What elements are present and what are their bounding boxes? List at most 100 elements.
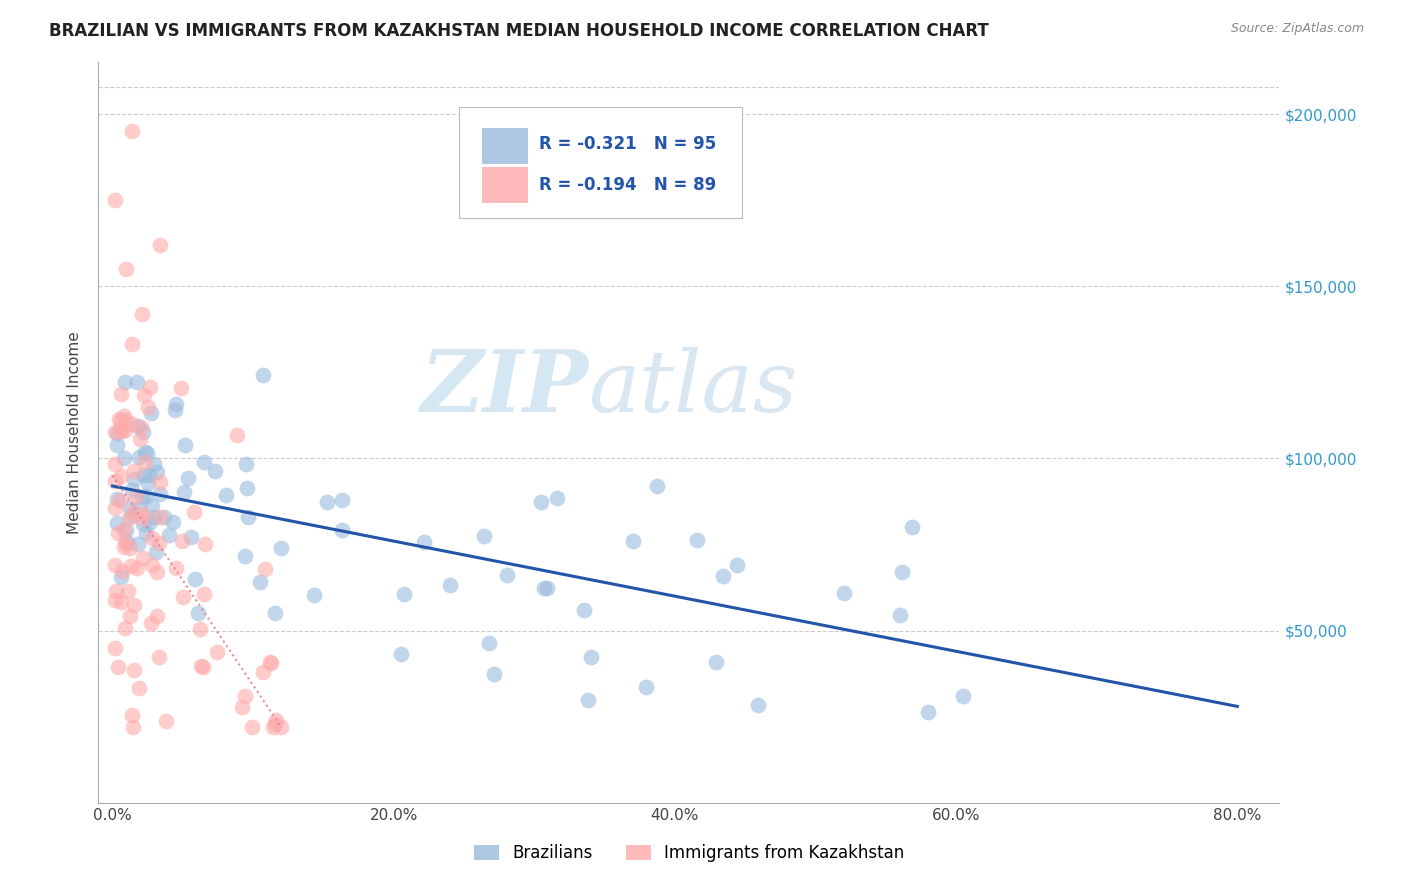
Point [136, 400, 159, 414]
Point [162, 515, 184, 529]
Point [115, 535, 138, 549]
Point [104, 640, 127, 655]
Point [114, 375, 136, 389]
Point [110, 570, 132, 584]
Point [139, 616, 162, 631]
Point [118, 511, 141, 525]
Point [832, 586, 855, 600]
Point [472, 529, 495, 543]
Point [145, 609, 167, 624]
Point [110, 386, 132, 401]
Point [104, 583, 127, 598]
Point [148, 649, 170, 664]
Point [165, 561, 187, 575]
Point [125, 376, 148, 390]
Text: BRAZILIAN VS IMMIGRANTS FROM KAZAKHSTAN MEDIAN HOUSEHOLD INCOME CORRELATION CHAR: BRAZILIAN VS IMMIGRANTS FROM KAZAKHSTAN … [49, 22, 988, 40]
Point [148, 536, 170, 550]
Point [104, 593, 127, 607]
Point [110, 493, 132, 508]
Point [172, 534, 194, 549]
Point [155, 714, 177, 728]
Point [122, 720, 145, 734]
Point [138, 380, 160, 394]
Point [193, 455, 215, 469]
Point [111, 424, 134, 438]
Point [127, 418, 149, 433]
Point [413, 534, 436, 549]
Point [263, 606, 285, 620]
Point [131, 490, 153, 504]
Point [141, 499, 163, 513]
Point [533, 581, 555, 595]
Text: ZIP: ZIP [420, 346, 589, 430]
Point [170, 381, 193, 395]
Point [233, 689, 256, 703]
Point [917, 705, 939, 719]
Point [252, 368, 274, 383]
Point [270, 541, 292, 556]
Point [165, 397, 187, 411]
Point [107, 525, 129, 540]
Point [121, 124, 143, 138]
Point [131, 517, 153, 532]
Point [686, 533, 709, 547]
Point [163, 402, 186, 417]
Point [124, 464, 146, 478]
Point [110, 468, 132, 483]
Point [187, 606, 209, 620]
Point [104, 500, 127, 515]
Point [120, 559, 142, 574]
Point [645, 479, 668, 493]
Point [121, 483, 143, 498]
Point [173, 438, 195, 452]
Point [576, 693, 599, 707]
Point [134, 455, 156, 469]
Point [330, 493, 353, 508]
Point [235, 457, 257, 471]
Point [536, 581, 558, 595]
Point [108, 422, 131, 436]
Point [121, 417, 143, 431]
Point [889, 607, 911, 622]
Point [105, 516, 128, 531]
Point [112, 541, 135, 555]
Point [394, 587, 416, 601]
Point [252, 665, 274, 680]
Point [122, 598, 145, 612]
Point [104, 558, 127, 572]
Point [117, 583, 139, 598]
Y-axis label: Median Household Income: Median Household Income [67, 331, 83, 534]
Point [270, 720, 292, 734]
Text: atlas: atlas [589, 347, 797, 430]
Point [112, 409, 135, 423]
Point [132, 507, 155, 521]
Point [104, 193, 127, 207]
Point [316, 495, 339, 509]
Point [149, 509, 172, 524]
Point [104, 425, 127, 440]
Point [952, 689, 974, 703]
Point [711, 569, 734, 583]
Point [259, 655, 281, 669]
Point [172, 591, 194, 605]
Point [131, 511, 153, 525]
Point [183, 505, 205, 519]
Point [890, 565, 912, 579]
Point [231, 699, 253, 714]
Point [704, 655, 727, 669]
Point [146, 465, 169, 479]
Point [114, 413, 136, 427]
Point [253, 561, 276, 575]
Point [146, 565, 169, 579]
Point [138, 467, 160, 482]
Point [143, 457, 166, 471]
Point [128, 536, 150, 550]
Point [128, 681, 150, 695]
Point [901, 520, 924, 534]
Point [122, 472, 145, 486]
Point [389, 647, 412, 661]
FancyBboxPatch shape [482, 128, 529, 164]
Point [149, 475, 172, 489]
Point [636, 680, 658, 694]
Point [153, 510, 176, 524]
